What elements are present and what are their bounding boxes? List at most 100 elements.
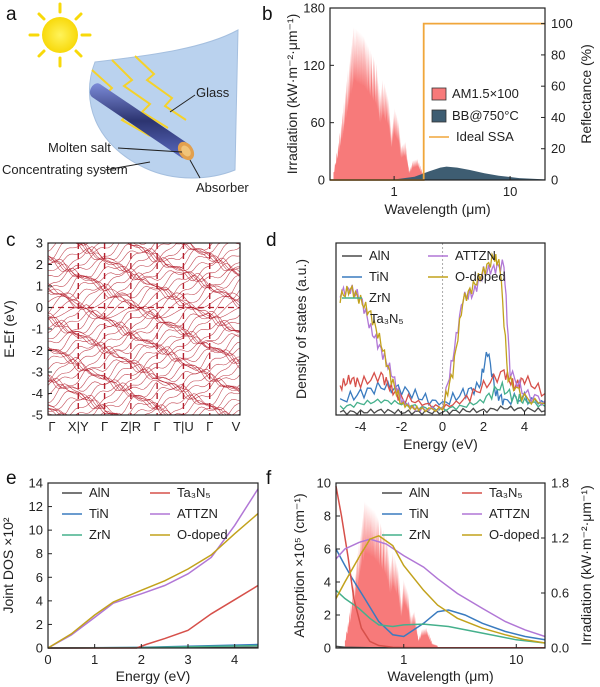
label-glass: Glass (196, 85, 230, 100)
x-tick-label: 2 (480, 419, 487, 434)
x-tick-label: 1 (91, 652, 98, 667)
y-tick-label-right: 1.2 (551, 531, 569, 546)
series-area-am15 (344, 501, 438, 648)
band-line (47, 388, 241, 410)
band-line (47, 345, 241, 373)
y-tick-label-right: 0 (551, 173, 558, 188)
panel-letter-c: c (6, 230, 16, 251)
legend-label-aln: AlN (89, 485, 110, 500)
x-axis-label: Energy (eV) (403, 436, 478, 452)
legend-label-attzn: ATTZN (489, 506, 530, 521)
band-line (47, 257, 241, 282)
k-point-label: V (232, 419, 241, 434)
legend-label-o-doped: O-doped (489, 527, 540, 542)
x-tick-label: 0 (439, 419, 446, 434)
y-tick-label-left: 3 (36, 236, 43, 251)
band-line (47, 367, 241, 391)
x-axis-label: Wavelength (μm) (387, 668, 493, 684)
y-tick-label-left: 180 (303, 1, 325, 16)
series-area-blackbody (394, 166, 545, 180)
y-tick-label-left: 6 (324, 542, 331, 557)
band-line (47, 373, 241, 392)
y-tick-label-left: 60 (311, 115, 325, 130)
x-tick-label: 4 (521, 419, 528, 434)
band-line (47, 248, 241, 264)
k-point-label: Γ (154, 419, 161, 434)
legend-label-tin: TiN (89, 506, 109, 521)
panel-letter-b: b (262, 4, 273, 25)
band-line (47, 403, 240, 416)
series-line-O-doped (339, 252, 546, 413)
band-line (47, 310, 241, 328)
band-line (47, 267, 241, 291)
plot-frame (47, 482, 259, 649)
y-tick-label-left: -3 (31, 365, 43, 380)
label-molten-salt: Molten salt (48, 140, 111, 155)
y-tick-label-right: 20 (551, 141, 565, 156)
y-tick-label-left: 8 (36, 546, 43, 561)
leader-lines (104, 94, 201, 179)
series-area-am15 (333, 27, 429, 180)
x-tick-label: 3 (184, 652, 191, 667)
band-line (47, 358, 241, 374)
legend-label-attzn: ATTZN (455, 248, 496, 263)
y-tick-label-left: 6 (36, 570, 43, 585)
band-line (47, 273, 241, 292)
y-tick-label-left: 0 (36, 641, 43, 656)
y-tick-label-right: 100 (551, 16, 573, 31)
y-tick-label-left: 0 (36, 300, 43, 315)
band-line (47, 292, 241, 320)
k-point-label: Γ (48, 419, 55, 434)
band-line (47, 342, 241, 356)
y-tick-label-left: 120 (303, 58, 325, 73)
legend-label-am15: AM1.5×100 (452, 86, 519, 101)
legend-label-zrn: ZrN (89, 527, 111, 542)
band-line (47, 242, 240, 254)
legend-swatch-bb (431, 109, 447, 123)
y-tick-label-left: 1 (36, 279, 43, 294)
band-line (47, 356, 241, 382)
band-line (47, 258, 241, 274)
series-line-O-doped (47, 513, 259, 649)
band-line (47, 246, 241, 272)
legend-swatch-am15 (431, 87, 447, 101)
x-axis-label: Energy (eV) (116, 668, 191, 684)
y-tick-label-left: 14 (29, 476, 43, 491)
band-line (47, 315, 241, 337)
y-tick-label-left: -2 (31, 343, 43, 358)
legend-label-tin: TiN (369, 269, 389, 284)
y-tick-label-right: 1.8 (551, 476, 569, 491)
y-axis-label: E-Ef (eV) (1, 300, 17, 358)
band-line (47, 242, 241, 264)
legend-label-zrn: ZrN (409, 527, 431, 542)
y-axis-label: Joint DOS ×10² (0, 517, 16, 613)
chart-d-density-of-states: -4 -2 0 2 4 Energy (eV) Density of states (a.u… (293, 242, 546, 452)
band-line (47, 278, 241, 300)
y-tick-label-left: 8 (324, 509, 331, 524)
chart-b-irradiation-reflectance: 0 60 120 180 0 20 40 60 80 100 1 10 Wavelength (μm) I… (284, 1, 594, 218)
y-axis-label-right: Irradiation (kW·m⁻²·μm⁻¹) (578, 485, 594, 646)
legend-label-zrn: ZrN (369, 290, 391, 305)
x-tick-label: 1 (390, 184, 397, 199)
y-tick-label-left: 2 (36, 257, 43, 272)
y-tick-label-left: -5 (31, 408, 43, 423)
y-tick-label-left: 4 (324, 575, 331, 590)
band-line (47, 288, 241, 310)
absorber-tube (89, 83, 195, 161)
y-axis-label-left: Absorption ×10⁵ (cm⁻¹) (291, 493, 307, 637)
panel-letter-f: f (266, 468, 272, 489)
panel-letter-e: e (6, 468, 17, 489)
band-line (47, 252, 240, 273)
sun-icon (28, 2, 92, 68)
concentrating-mirror (88, 29, 239, 179)
panel-a-illustration: a (2, 2, 249, 195)
x-tick-label: 1 (400, 652, 407, 667)
series-line-TiN (335, 548, 546, 641)
band-lines (47, 242, 241, 416)
y-tick-label-left: 10 (29, 523, 43, 538)
k-point-label: Z|R (120, 419, 141, 434)
legend-label-o-doped: O-doped (177, 527, 228, 542)
x-tick-label: 10 (503, 184, 517, 199)
